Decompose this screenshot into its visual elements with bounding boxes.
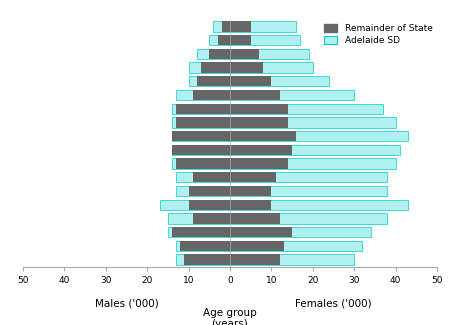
Bar bbox=[192, 213, 230, 224]
Bar bbox=[230, 159, 287, 169]
Bar bbox=[188, 200, 230, 210]
Text: Males ('000): Males ('000) bbox=[95, 298, 158, 308]
Bar bbox=[172, 117, 230, 127]
Bar bbox=[176, 172, 230, 182]
Bar bbox=[230, 117, 395, 127]
Bar bbox=[230, 241, 283, 251]
Bar bbox=[176, 186, 230, 196]
Bar bbox=[230, 90, 279, 100]
Bar bbox=[172, 104, 230, 114]
Bar bbox=[172, 145, 230, 155]
Bar bbox=[230, 227, 291, 237]
Bar bbox=[230, 254, 353, 265]
Bar bbox=[168, 213, 230, 224]
Bar bbox=[213, 21, 230, 32]
Bar bbox=[230, 145, 291, 155]
Bar bbox=[230, 90, 353, 100]
Bar bbox=[230, 117, 287, 127]
Bar bbox=[230, 21, 296, 32]
Bar bbox=[230, 131, 407, 141]
Bar bbox=[230, 145, 399, 155]
Bar bbox=[176, 241, 230, 251]
Bar bbox=[176, 104, 230, 114]
Bar bbox=[230, 35, 250, 45]
Bar bbox=[230, 21, 250, 32]
Bar bbox=[217, 35, 230, 45]
Bar bbox=[188, 186, 230, 196]
Bar bbox=[201, 62, 230, 73]
Bar bbox=[176, 159, 230, 169]
Bar bbox=[230, 200, 407, 210]
Bar bbox=[176, 254, 230, 265]
Bar bbox=[172, 145, 230, 155]
Bar bbox=[176, 90, 230, 100]
Bar bbox=[230, 213, 386, 224]
Bar bbox=[188, 76, 230, 86]
Bar bbox=[230, 241, 362, 251]
Text: Females ('000): Females ('000) bbox=[295, 298, 371, 308]
Bar bbox=[172, 131, 230, 141]
Bar bbox=[168, 227, 230, 237]
Bar bbox=[230, 49, 308, 59]
Bar bbox=[192, 172, 230, 182]
Bar bbox=[230, 35, 300, 45]
Bar bbox=[230, 49, 258, 59]
Bar bbox=[230, 62, 263, 73]
Bar bbox=[230, 131, 296, 141]
Bar bbox=[230, 186, 271, 196]
Bar bbox=[172, 227, 230, 237]
Bar bbox=[188, 62, 230, 73]
Bar bbox=[230, 104, 287, 114]
Bar bbox=[230, 76, 329, 86]
Bar bbox=[230, 104, 382, 114]
Bar bbox=[172, 131, 230, 141]
Bar bbox=[184, 254, 230, 265]
Bar bbox=[221, 21, 230, 32]
Bar bbox=[159, 200, 230, 210]
Bar bbox=[180, 241, 230, 251]
Bar bbox=[230, 159, 395, 169]
Bar bbox=[196, 49, 230, 59]
Bar bbox=[230, 172, 386, 182]
Bar bbox=[176, 117, 230, 127]
Bar bbox=[230, 172, 275, 182]
Bar bbox=[209, 35, 230, 45]
Bar bbox=[196, 76, 230, 86]
Bar bbox=[230, 62, 312, 73]
Bar bbox=[192, 90, 230, 100]
Bar bbox=[230, 213, 279, 224]
Bar bbox=[209, 49, 230, 59]
Bar bbox=[230, 200, 271, 210]
Legend: Remainder of State, Adelaide SD: Remainder of State, Adelaide SD bbox=[323, 24, 431, 45]
Bar bbox=[172, 159, 230, 169]
Bar bbox=[230, 76, 271, 86]
Bar bbox=[230, 186, 386, 196]
Bar bbox=[230, 227, 370, 237]
Text: Age group
(years): Age group (years) bbox=[203, 308, 256, 325]
Bar bbox=[230, 254, 279, 265]
